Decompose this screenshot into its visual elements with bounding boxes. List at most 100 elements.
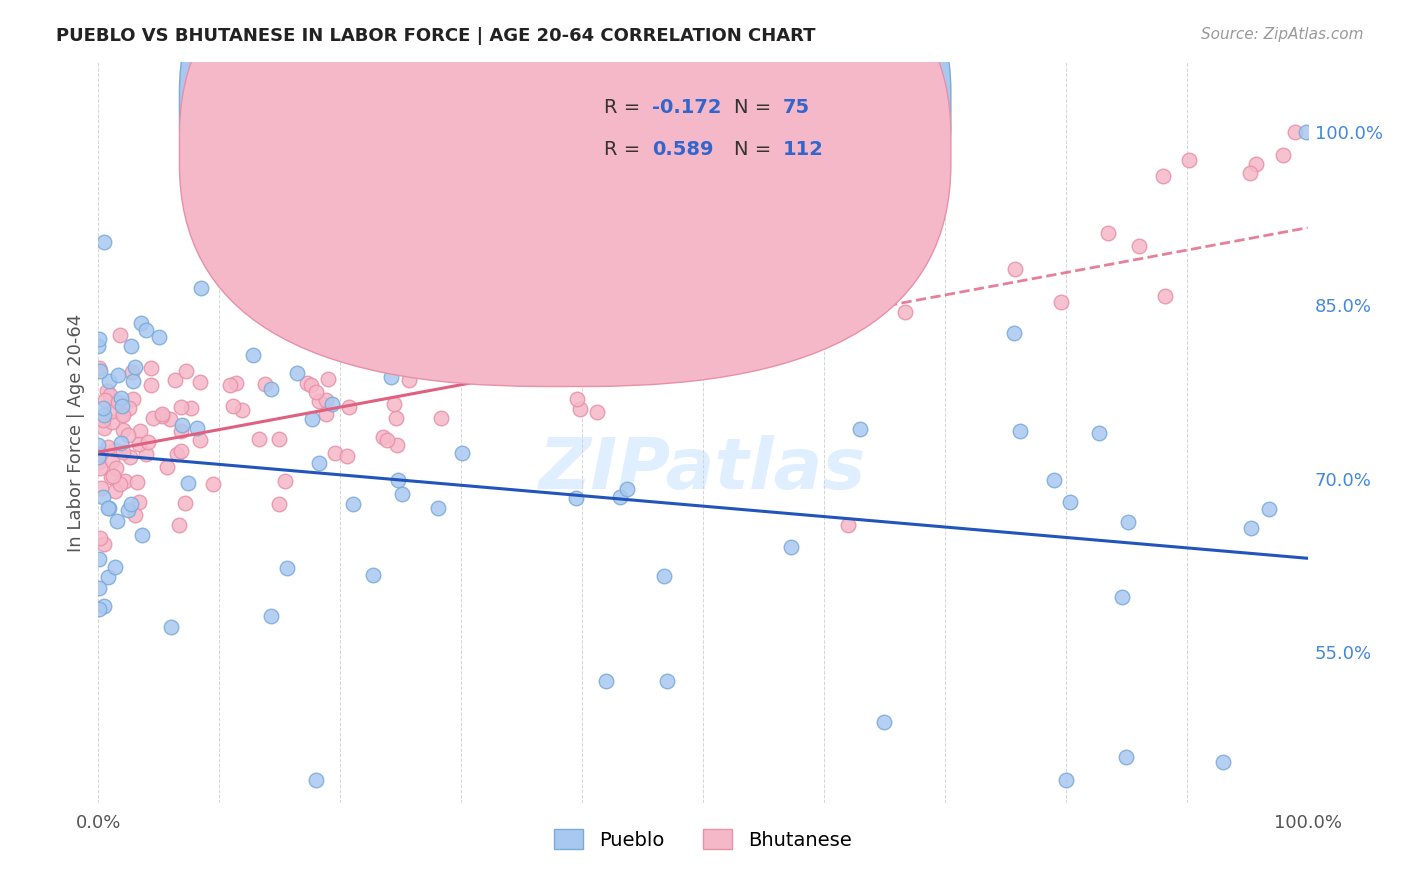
Point (93, 235, 115, 249)
Point (218, 378, 240, 392)
Point (93, 537, 115, 551)
Point (160, 620, 183, 634)
Point (105, 514, 128, 528)
Point (377, 433, 399, 447)
Point (91, 491, 114, 505)
Point (779, 541, 801, 555)
Point (97, 501, 120, 516)
Text: R =: R = (603, 97, 647, 117)
Point (117, 503, 139, 517)
Point (89, 461, 111, 475)
Point (260, 382, 283, 396)
Point (120, 339, 142, 353)
Point (299, 378, 322, 392)
Point (222, 399, 245, 413)
Text: 75: 75 (783, 97, 810, 117)
Point (120, 497, 142, 511)
Point (315, 392, 337, 407)
Point (225, 376, 247, 390)
Point (274, 474, 297, 488)
Point (111, 408, 134, 422)
Point (321, 397, 343, 411)
Point (253, 376, 276, 391)
Point (89, 447, 111, 461)
Point (87, 339, 110, 353)
Point (97, 570, 120, 584)
Point (170, 444, 193, 458)
Point (247, 432, 270, 446)
Point (323, 446, 346, 460)
FancyBboxPatch shape (522, 81, 866, 173)
Point (305, 772, 328, 787)
Point (87, 582, 110, 596)
Point (785, 313, 807, 327)
Point (107, 394, 129, 409)
Point (94, 392, 117, 407)
Point (89, 552, 111, 566)
Point (242, 348, 264, 362)
Point (308, 394, 330, 409)
Point (170, 424, 193, 438)
Point (156, 460, 179, 475)
Point (382, 397, 405, 411)
Point (231, 402, 253, 417)
Point (1240, 521, 1263, 535)
Point (127, 475, 149, 489)
Point (267, 497, 290, 511)
Point (1002, 326, 1025, 340)
Point (1087, 426, 1109, 441)
Point (93, 421, 115, 435)
Point (136, 434, 159, 449)
Point (186, 421, 208, 435)
Point (451, 446, 474, 460)
Point (101, 404, 124, 418)
Point (101, 468, 124, 483)
Point (170, 417, 193, 432)
Point (380, 370, 402, 384)
Point (361, 568, 384, 582)
Point (894, 305, 917, 319)
Point (1097, 226, 1119, 240)
Point (595, 674, 617, 689)
Text: N =: N = (734, 140, 778, 159)
Point (110, 435, 132, 450)
Point (121, 365, 143, 379)
Point (285, 366, 308, 380)
Point (98, 375, 121, 389)
Point (107, 368, 129, 382)
Point (308, 456, 330, 470)
Point (1054, 772, 1077, 787)
Point (295, 376, 318, 390)
Point (163, 374, 186, 388)
Point (129, 316, 152, 330)
Point (89, 531, 111, 545)
Point (1212, 756, 1234, 770)
Point (337, 400, 360, 414)
Point (97, 440, 120, 454)
Point (110, 392, 132, 406)
Point (398, 373, 420, 387)
Point (174, 496, 197, 510)
Point (305, 385, 328, 400)
Point (135, 323, 157, 337)
Point (202, 477, 225, 491)
Point (1284, 125, 1306, 139)
Point (1244, 157, 1267, 171)
Point (104, 460, 127, 475)
Point (1178, 153, 1201, 167)
Point (87, 455, 110, 469)
Point (87, 332, 110, 346)
Point (96, 384, 118, 398)
Point (1239, 165, 1261, 179)
Point (129, 425, 152, 439)
Point (111, 407, 134, 421)
Point (104, 483, 127, 498)
Point (87, 602, 110, 616)
Text: -0.172: -0.172 (652, 97, 721, 117)
Point (89, 364, 111, 378)
Point (269, 432, 291, 446)
Text: N =: N = (734, 97, 778, 117)
Point (141, 411, 163, 425)
Text: ZIPatlas: ZIPatlas (540, 435, 866, 504)
Point (91, 413, 114, 427)
